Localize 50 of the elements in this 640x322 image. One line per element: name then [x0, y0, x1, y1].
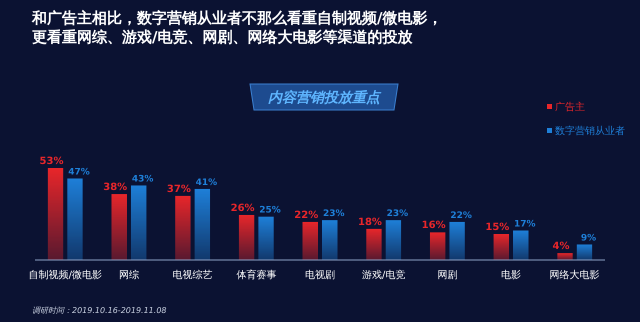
data-label: 23%: [322, 209, 345, 220]
x-tick-label: 电视剧: [305, 269, 335, 281]
data-label: 53%: [40, 156, 64, 167]
bar: [67, 178, 83, 260]
bar: [258, 216, 274, 260]
data-label: 4%: [552, 241, 570, 252]
bar: [430, 232, 446, 260]
bar: [557, 253, 573, 260]
x-tick-label: 游戏/电竞: [362, 269, 406, 281]
data-label: 47%: [68, 167, 90, 178]
x-tick-label: 网络大电影: [550, 269, 600, 281]
bar: [111, 194, 127, 260]
data-label: 22%: [450, 210, 472, 221]
bar: [194, 188, 210, 260]
data-label: 25%: [259, 206, 281, 216]
data-label: 16%: [422, 220, 446, 232]
bar: [322, 220, 338, 260]
data-label: 23%: [386, 209, 408, 220]
x-tick-label: 网综: [118, 269, 139, 281]
legend-label: 广告主: [555, 101, 585, 113]
x-tick-label: 电影: [501, 269, 522, 281]
data-label: 37%: [166, 184, 191, 195]
bar: [386, 220, 402, 260]
data-label: 38%: [103, 182, 128, 194]
x-tick-label: 电视综艺: [172, 269, 213, 281]
bar: [494, 234, 510, 260]
text: 调研时间：2019.10.16-2019.11.08: [32, 306, 166, 315]
data-label: 15%: [485, 222, 510, 233]
bar: [513, 230, 529, 260]
data-label: 9%: [580, 233, 596, 244]
x-tick-label: 体育赛事: [236, 269, 276, 281]
bar: [302, 222, 318, 260]
legend-label: 数字营销从业者: [555, 125, 625, 137]
bar: [130, 185, 146, 260]
data-label: 22%: [294, 210, 318, 221]
data-label: 41%: [196, 178, 218, 188]
bar: [238, 214, 254, 260]
chart-title: 和广告主相比，数字营销从业者不那么看重自制视频/微电影，更看重网综、游戏/电竞、网剧、网络大电影等渠道的投放: [31, 9, 442, 46]
bar: [48, 168, 64, 260]
bar: [366, 228, 382, 260]
data-label: 43%: [132, 174, 154, 184]
bar: [175, 196, 191, 260]
bar: [449, 222, 465, 260]
bar: [576, 244, 592, 260]
x-tick-label: 自制视频/微电影: [28, 269, 102, 281]
x-tick-label: 网剧: [437, 270, 458, 281]
data-label: 17%: [514, 219, 536, 230]
data-label: 26%: [230, 202, 255, 214]
chart-subtitle: 内容营销投放重点: [268, 89, 382, 106]
data-label: 18%: [358, 216, 382, 228]
